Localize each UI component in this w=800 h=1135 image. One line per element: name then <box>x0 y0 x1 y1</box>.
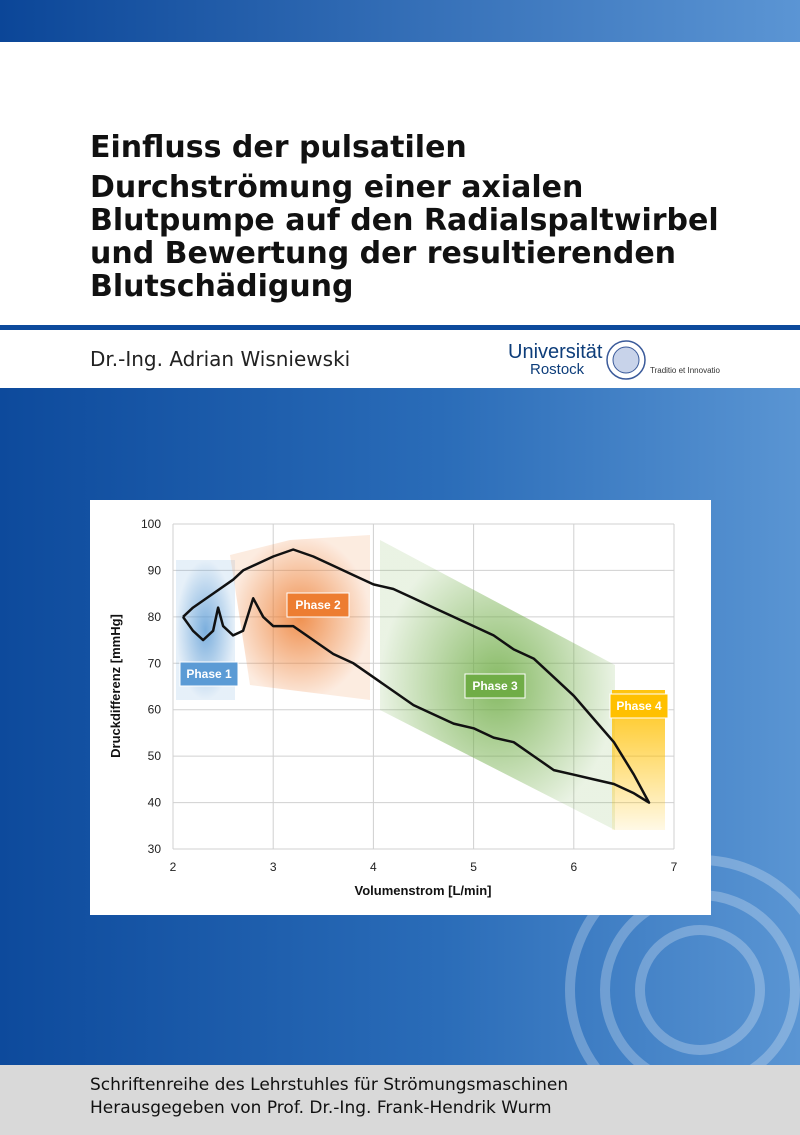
title-line: und Bewertung der resultierenden <box>90 236 677 271</box>
title-area <box>0 42 800 325</box>
divider <box>0 325 800 330</box>
title-line: Blutschädigung <box>90 269 354 304</box>
logo-motto: Traditio et Innovatio <box>650 366 721 375</box>
title-line: Blutpumpe auf den Radialspaltwirbel <box>90 203 719 238</box>
author: Dr.-Ing. Adrian Wisniewski <box>90 347 351 371</box>
y-tick-label: 60 <box>148 703 162 717</box>
x-axis-label: Volumenstrom [L/min] <box>355 883 492 898</box>
footer-line: Herausgegeben von Prof. Dr.-Ing. Frank-H… <box>90 1098 552 1118</box>
y-tick-label: 70 <box>148 656 162 670</box>
top-band <box>0 0 800 42</box>
logo-name: Universität <box>508 341 603 363</box>
data-line <box>181 548 651 804</box>
y-tick-label: 90 <box>148 563 162 577</box>
seal-inner <box>612 346 640 374</box>
chart-box: Druckdifferenz [mmHg] Volumenstrom [L/mi… <box>90 500 711 915</box>
title-line: Durchströmung einer axialen <box>90 170 584 205</box>
phase-label-box <box>609 693 669 719</box>
phase-label-box <box>464 673 526 699</box>
x-tick-label: 7 <box>671 860 678 874</box>
y-tick-label: 100 <box>141 517 161 531</box>
logo-city: Rostock <box>530 361 585 378</box>
x-tick-label: 3 <box>270 860 277 874</box>
logo: Universität Rostock Traditio et Innovati… <box>508 340 721 380</box>
phase-label: Phase 4 <box>616 699 662 713</box>
phase-label-box <box>179 661 239 687</box>
chart: Druckdifferenz [mmHg] Volumenstrom [L/mi… <box>108 517 678 898</box>
x-tick-label: 4 <box>370 860 377 874</box>
y-tick-label: 30 <box>148 842 162 856</box>
footer-line: Schriftenreihe des Lehrstuhles für Ström… <box>90 1075 569 1095</box>
x-tick-label: 5 <box>470 860 477 874</box>
phase-label: Phase 3 <box>472 679 518 693</box>
phase-label: Phase 1 <box>186 667 232 681</box>
y-axis-label: Druckdifferenz [mmHg] <box>108 614 123 758</box>
author-row <box>0 330 800 388</box>
phase-label: Phase 2 <box>295 598 341 612</box>
phase-label-box <box>286 592 350 618</box>
footer <box>0 1065 800 1135</box>
x-tick-label: 6 <box>570 860 577 874</box>
y-tick-label: 40 <box>148 796 162 810</box>
y-tick-label: 50 <box>148 749 162 763</box>
y-tick-label: 80 <box>148 610 162 624</box>
title-line: Einfluss der pulsatilen <box>90 130 467 165</box>
x-tick-label: 2 <box>170 860 177 874</box>
